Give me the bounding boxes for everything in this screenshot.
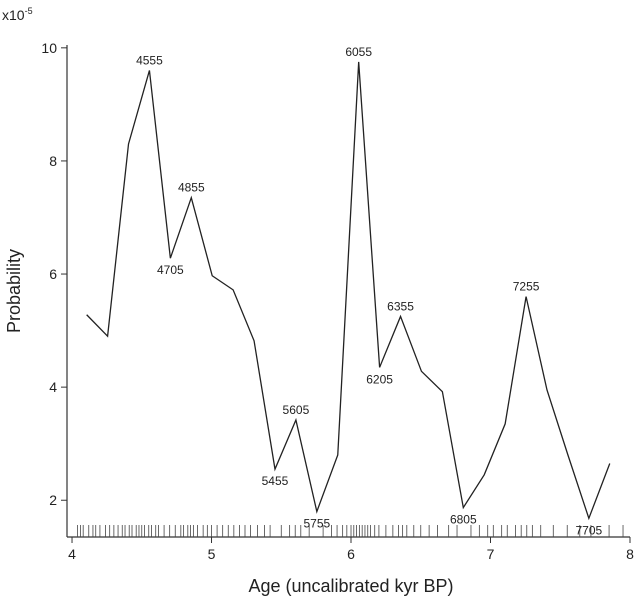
point-label: 6805 bbox=[450, 513, 477, 527]
x-tick-label: 8 bbox=[626, 546, 634, 562]
x-tick-label: 7 bbox=[487, 546, 495, 562]
point-label: 5605 bbox=[283, 403, 310, 417]
y-tick-label: 10 bbox=[41, 40, 57, 56]
point-label: 5755 bbox=[303, 517, 330, 531]
x-axis-label: Age (uncalibrated kyr BP) bbox=[248, 576, 453, 596]
point-label: 4555 bbox=[136, 53, 163, 67]
point-label: 7705 bbox=[575, 523, 602, 537]
point-label: 5455 bbox=[262, 474, 289, 488]
y-axis-label: Probability bbox=[4, 249, 24, 333]
point-label: 4705 bbox=[157, 263, 184, 277]
y-tick-label: 4 bbox=[49, 379, 57, 395]
point-label: 6205 bbox=[366, 372, 393, 386]
point-label: 7255 bbox=[513, 280, 540, 294]
point-label: 6055 bbox=[345, 45, 372, 59]
y-multiplier: x10-5 bbox=[2, 6, 33, 23]
y-tick-label: 2 bbox=[49, 492, 57, 508]
y-tick-label: 6 bbox=[49, 266, 57, 282]
y-tick-label: 8 bbox=[49, 153, 57, 169]
point-label: 4855 bbox=[178, 181, 205, 195]
x-tick-label: 5 bbox=[208, 546, 216, 562]
point-label: 6355 bbox=[387, 299, 414, 313]
line bbox=[86, 61, 611, 521]
x-tick-label: 6 bbox=[347, 546, 355, 562]
x-tick-label: 4 bbox=[68, 546, 76, 562]
